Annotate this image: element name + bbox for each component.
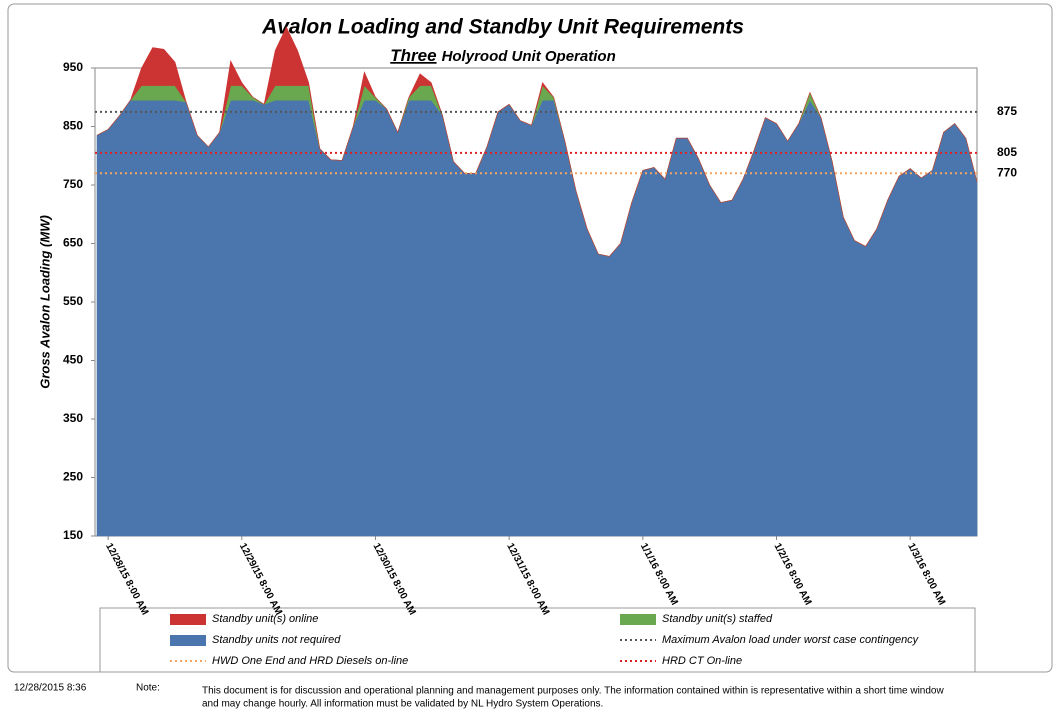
timestamp: 12/28/2015 8:36 xyxy=(14,683,87,694)
legend-box xyxy=(99,607,976,673)
legend-swatch xyxy=(170,635,206,646)
legend-label: Maximum Avalon load under worst case con… xyxy=(662,634,920,646)
legend-label: HWD One End and HRD Diesels on-line xyxy=(212,655,408,667)
y-tick-label: 350 xyxy=(63,411,83,425)
subtitle-emphasis: Three xyxy=(390,46,436,65)
reference-label: 875 xyxy=(997,104,1017,118)
area-2 xyxy=(96,26,978,257)
y-tick-label: 450 xyxy=(63,353,83,367)
legend-label: Standby units not required xyxy=(212,634,341,646)
legend-label: HRD CT On-line xyxy=(662,655,742,667)
legend-swatch xyxy=(620,614,656,625)
y-axis-label: Gross Avalon Loading (MW) xyxy=(37,215,52,389)
chart-subtitle: Three Holyrood Unit Operation xyxy=(390,46,615,65)
subtitle-text: Holyrood Unit Operation xyxy=(442,48,616,65)
chart-title: Avalon Loading and Standby Unit Requirem… xyxy=(261,16,744,39)
legend-label: Standby unit(s) online xyxy=(212,613,318,625)
note-label: Note: xyxy=(136,683,160,694)
y-tick-label: 550 xyxy=(63,294,83,308)
y-tick-label: 850 xyxy=(63,119,83,133)
y-tick-label: 750 xyxy=(63,177,83,191)
legend-label: Standby unit(s) staffed xyxy=(662,613,773,625)
note-line: and may change hourly. All information m… xyxy=(202,699,603,710)
y-tick-label: 650 xyxy=(63,236,83,250)
reference-label: 805 xyxy=(997,145,1017,159)
legend-swatch xyxy=(170,614,206,625)
note-line: This document is for discussion and oper… xyxy=(202,686,944,697)
reference-label: 770 xyxy=(997,165,1017,179)
y-tick-label: 250 xyxy=(63,470,83,484)
y-tick-label: 150 xyxy=(63,528,83,542)
y-tick-label: 950 xyxy=(63,60,83,74)
